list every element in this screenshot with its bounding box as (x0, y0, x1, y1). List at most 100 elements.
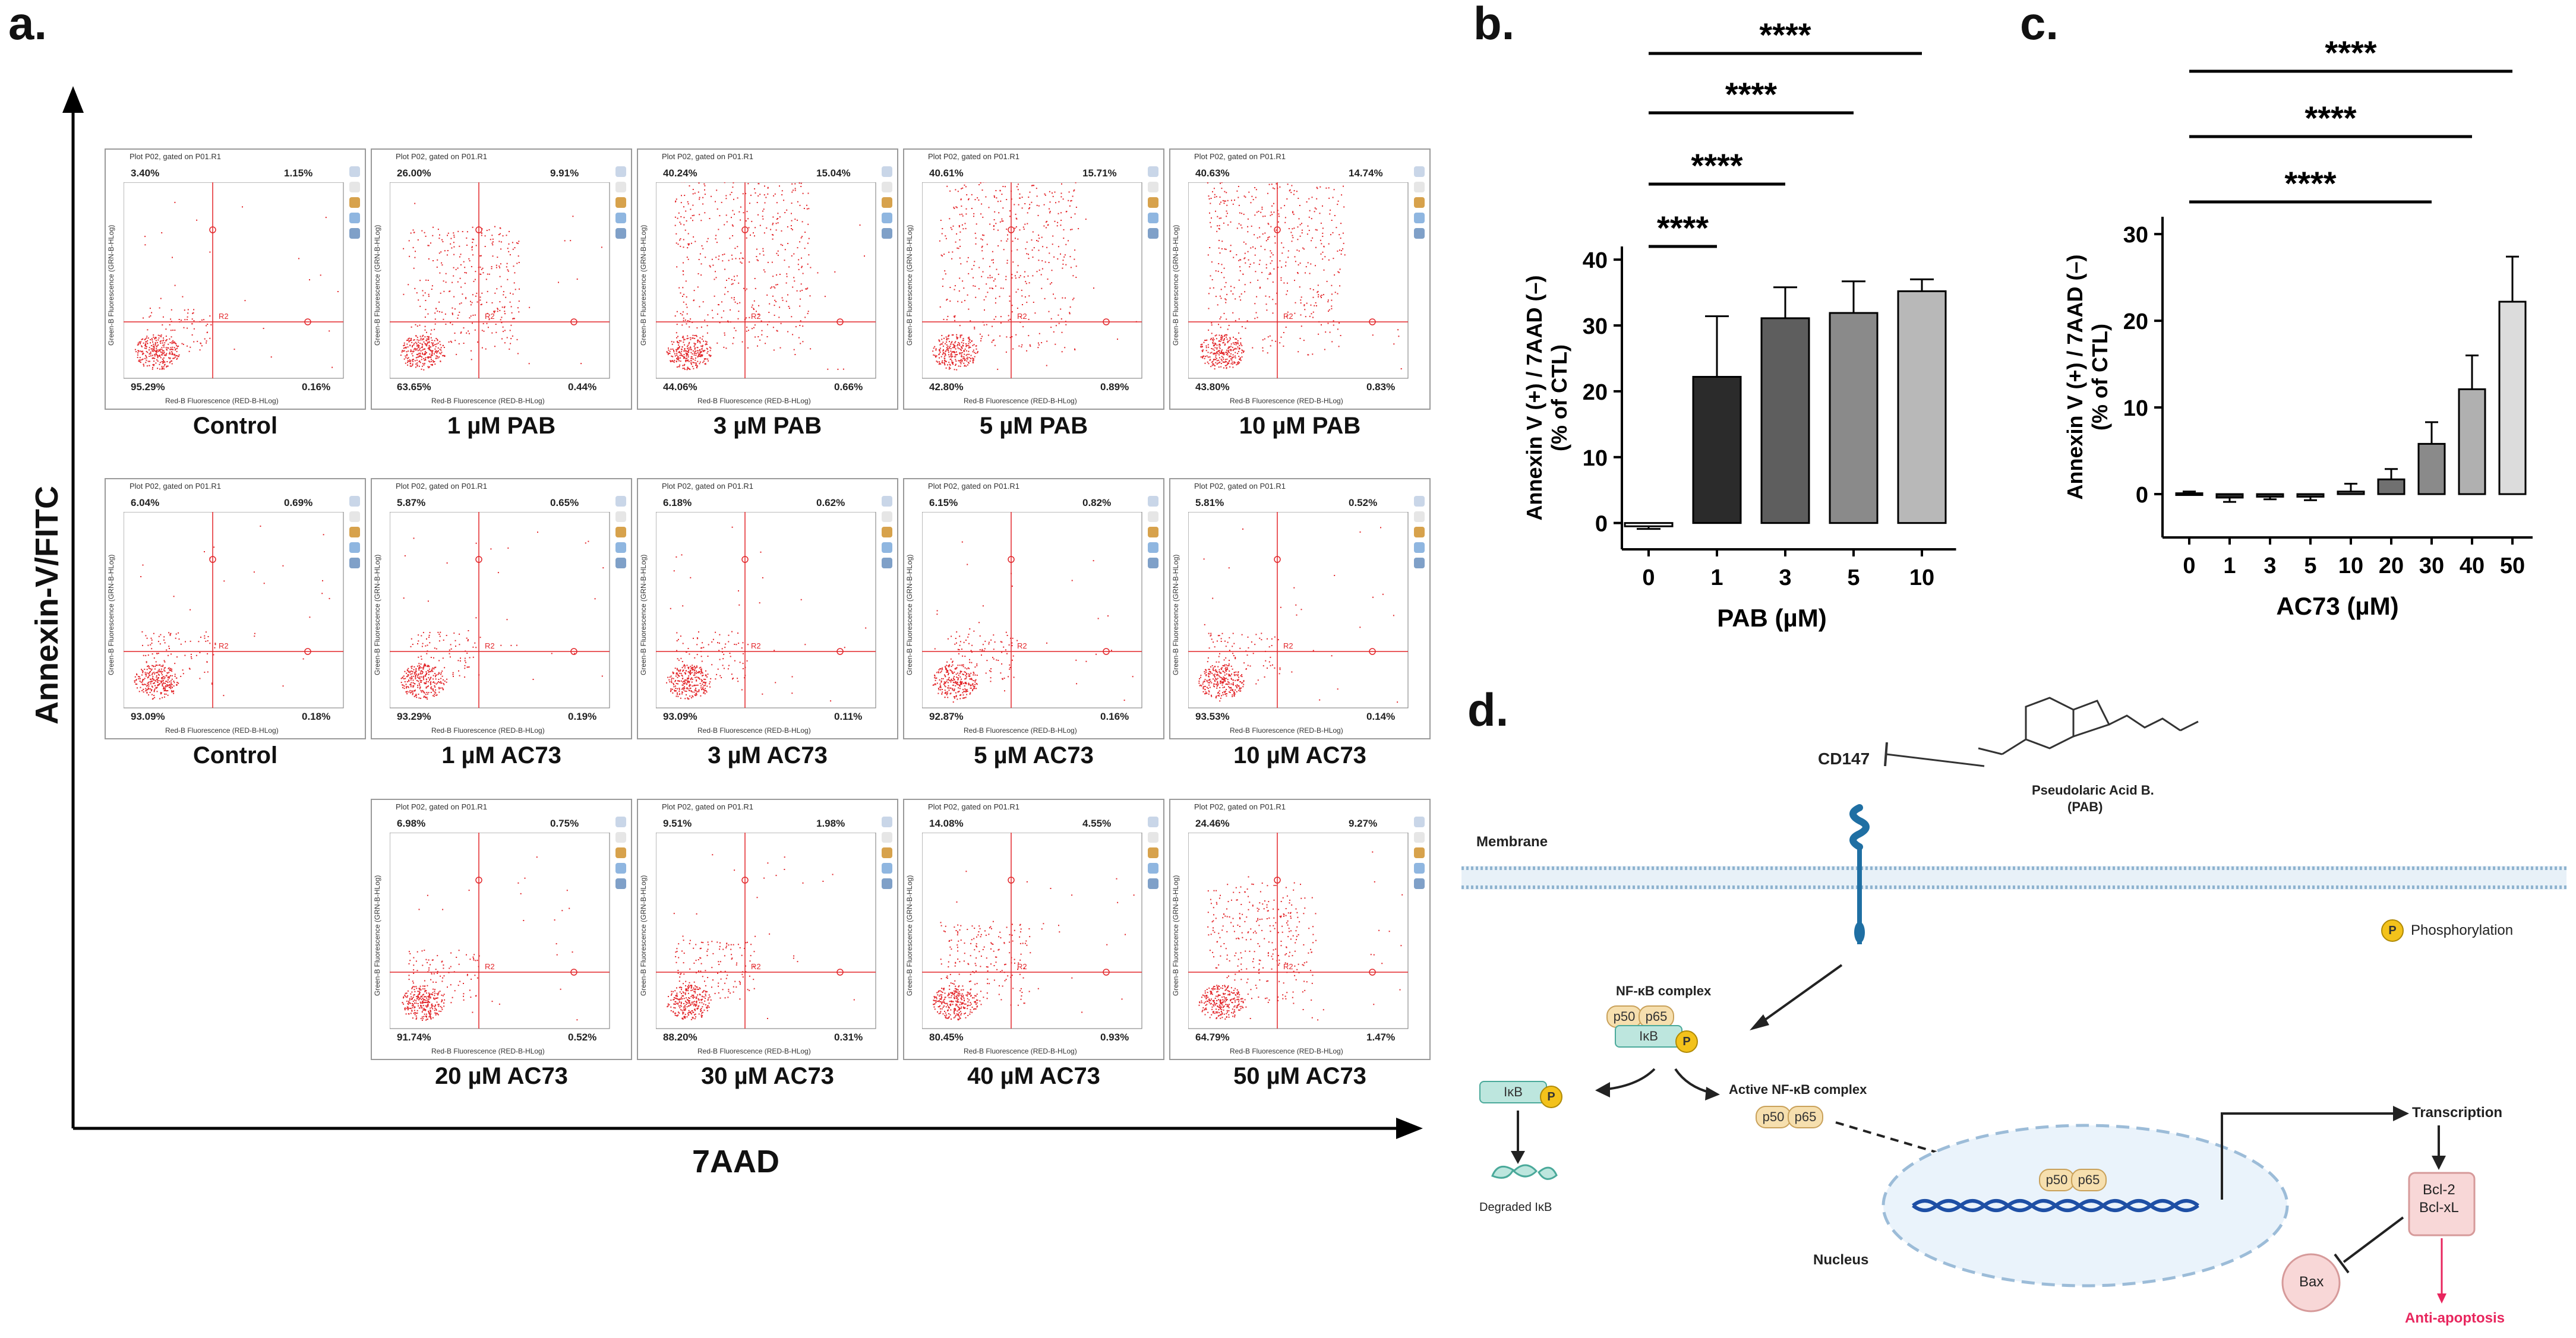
plot-tool-icon[interactable] (349, 213, 360, 223)
plot-tool-icon[interactable] (882, 542, 892, 553)
plot-tool-icon[interactable] (1414, 197, 1425, 208)
gate-handle[interactable] (475, 226, 482, 233)
plot-tool-icon[interactable] (615, 832, 626, 843)
plot-tool-icon[interactable] (615, 542, 626, 553)
gate-handle[interactable] (570, 969, 577, 976)
plot-tool-icon[interactable] (882, 197, 892, 208)
plot-tool-icon[interactable] (1148, 832, 1158, 843)
plot-tool-icon[interactable] (1414, 542, 1425, 553)
plot-tool-icon[interactable] (615, 863, 626, 874)
plot-tool-icon[interactable] (615, 558, 626, 568)
gate-handle[interactable] (1274, 877, 1281, 884)
plot-tool-icon[interactable] (615, 496, 626, 507)
plot-tool-icon[interactable] (349, 166, 360, 177)
plot-tool-icon[interactable] (1414, 166, 1425, 177)
gate-handle[interactable] (836, 318, 844, 325)
plot-tool-icon[interactable] (882, 213, 892, 223)
plot-tool-icon[interactable] (882, 228, 892, 239)
gate-handle[interactable] (1008, 877, 1015, 884)
gate-handle[interactable] (1103, 969, 1110, 976)
gate-handle[interactable] (741, 226, 749, 233)
plot-tool-icon[interactable] (615, 213, 626, 223)
gate-handle[interactable] (1274, 556, 1281, 563)
plot-tool-icon[interactable] (1414, 863, 1425, 874)
gate-handle[interactable] (1369, 648, 1376, 655)
plot-tool-icon[interactable] (349, 496, 360, 507)
plot-tool-icon[interactable] (1414, 527, 1425, 537)
gate-handle[interactable] (1103, 318, 1110, 325)
plot-tool-icon[interactable] (1148, 496, 1158, 507)
plot-tool-icon[interactable] (1148, 182, 1158, 192)
plot-tool-icon[interactable] (615, 817, 626, 827)
plot-tool-icon[interactable] (1414, 182, 1425, 192)
plot-tool-icon[interactable] (1414, 228, 1425, 239)
plot-tool-icon[interactable] (1148, 863, 1158, 874)
gate-handle[interactable] (1008, 556, 1015, 563)
gate-handle[interactable] (475, 877, 482, 884)
plot-tool-icon[interactable] (1414, 847, 1425, 858)
plot-tool-icon[interactable] (1148, 558, 1158, 568)
plot-tool-icon[interactable] (1414, 511, 1425, 522)
plot-tool-icon[interactable] (882, 182, 892, 192)
plot-tool-icon[interactable] (1414, 878, 1425, 889)
plot-tool-icon[interactable] (882, 847, 892, 858)
gate-handle[interactable] (1103, 648, 1110, 655)
cell-events (1198, 851, 1403, 1021)
gate-handle[interactable] (1274, 226, 1281, 233)
plot-tool-icon[interactable] (1148, 511, 1158, 522)
gate-handle[interactable] (304, 648, 311, 655)
plot-tool-icon[interactable] (615, 166, 626, 177)
plot-tool-icon[interactable] (349, 542, 360, 553)
plot-tool-icon[interactable] (882, 558, 892, 568)
plot-tool-icon[interactable] (1414, 558, 1425, 568)
gate-handle[interactable] (304, 318, 311, 325)
plot-tool-icon[interactable] (615, 511, 626, 522)
plot-tool-icon[interactable] (349, 558, 360, 568)
gate-handle[interactable] (570, 318, 577, 325)
gate-handle[interactable] (1008, 226, 1015, 233)
plot-tool-icon[interactable] (882, 527, 892, 537)
plot-tool-icon[interactable] (615, 228, 626, 239)
gate-handle[interactable] (209, 226, 216, 233)
plot-tool-icon[interactable] (882, 832, 892, 843)
plot-tool-icon[interactable] (615, 182, 626, 192)
plot-tool-icon[interactable] (1148, 197, 1158, 208)
plot-tool-icon[interactable] (1148, 213, 1158, 223)
gate-handle[interactable] (570, 648, 577, 655)
plot-tool-icon[interactable] (882, 496, 892, 507)
plot-tool-icon[interactable] (1148, 847, 1158, 858)
plot-tool-icon[interactable] (349, 197, 360, 208)
plot-tool-icon[interactable] (1148, 527, 1158, 537)
plot-tool-icon[interactable] (1148, 817, 1158, 827)
gate-handle[interactable] (836, 648, 844, 655)
plot-tool-icon[interactable] (882, 166, 892, 177)
plot-tool-icon[interactable] (882, 878, 892, 889)
plot-tool-icon[interactable] (615, 847, 626, 858)
plot-tool-icon[interactable] (615, 878, 626, 889)
plot-tool-icon[interactable] (1148, 228, 1158, 239)
plot-tool-icon[interactable] (349, 182, 360, 192)
plot-tool-icon[interactable] (349, 511, 360, 522)
gate-handle[interactable] (475, 556, 482, 563)
gate-handle[interactable] (1369, 969, 1376, 976)
gate-handle[interactable] (209, 556, 216, 563)
plot-tool-icon[interactable] (349, 228, 360, 239)
plot-tool-icon[interactable] (1414, 817, 1425, 827)
plot-tool-icon[interactable] (1414, 496, 1425, 507)
plot-tool-icon[interactable] (882, 863, 892, 874)
plot-tool-icon[interactable] (1148, 878, 1158, 889)
x-tick-label: 20 (2379, 553, 2404, 578)
plot-tool-icon[interactable] (1414, 213, 1425, 223)
plot-tool-icon[interactable] (1148, 542, 1158, 553)
gate-handle[interactable] (1369, 318, 1376, 325)
plot-tool-icon[interactable] (615, 197, 626, 208)
plot-tool-icon[interactable] (882, 817, 892, 827)
plot-tool-icon[interactable] (615, 527, 626, 537)
plot-tool-icon[interactable] (349, 527, 360, 537)
plot-tool-icon[interactable] (882, 511, 892, 522)
gate-handle[interactable] (741, 556, 749, 563)
gate-handle[interactable] (836, 969, 844, 976)
plot-tool-icon[interactable] (1148, 166, 1158, 177)
plot-tool-icon[interactable] (1414, 832, 1425, 843)
gate-handle[interactable] (741, 877, 749, 884)
